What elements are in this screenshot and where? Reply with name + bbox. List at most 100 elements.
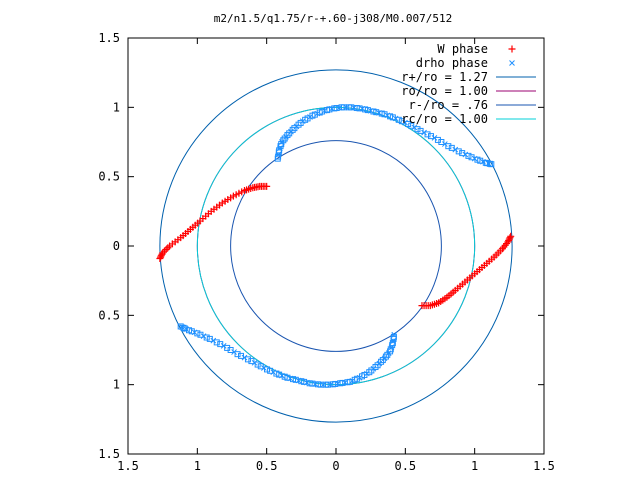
point-drho-phase xyxy=(186,327,193,334)
point-drho-phase xyxy=(289,126,296,133)
point-drho-phase xyxy=(238,352,245,359)
point-drho-phase xyxy=(217,341,224,348)
point-drho-phase xyxy=(251,359,258,366)
legend-sample-w-phase xyxy=(508,45,516,53)
legend-label-rc: rc/ro = 1.00 xyxy=(401,112,488,126)
circle-2 xyxy=(230,140,442,352)
legend-label-drho-phase: drho phase xyxy=(416,56,488,70)
point-drho-phase xyxy=(421,129,427,136)
y-tick-label: 1.5 xyxy=(98,31,120,45)
point-drho-phase xyxy=(384,351,391,358)
x-tick-label: 1.5 xyxy=(533,459,555,473)
point-drho-phase xyxy=(477,157,484,164)
point-drho-phase xyxy=(203,334,210,341)
y-tick-label: 0.5 xyxy=(98,170,120,184)
point-drho-phase xyxy=(398,118,405,125)
point-drho-phase xyxy=(438,139,445,145)
point-w-phase xyxy=(263,182,271,190)
circle-3 xyxy=(196,106,476,386)
legend-label-r-plus: r+/ro = 1.27 xyxy=(401,70,488,84)
y-axis-ticks: 1.5 1 0.5 0 0.5 1 1.5 xyxy=(98,31,544,461)
point-drho-phase xyxy=(291,125,298,132)
x-tick-label: 1 xyxy=(471,459,478,473)
x-tick-label: 1.5 xyxy=(117,459,139,473)
circle-0 xyxy=(159,69,513,423)
point-drho-phase xyxy=(281,373,288,380)
y-tick-label: 1.5 xyxy=(98,447,120,461)
point-drho-phase xyxy=(197,331,204,338)
point-drho-phase xyxy=(194,330,201,337)
point-drho-phase xyxy=(459,150,466,157)
y-tick-label: 0 xyxy=(113,239,120,253)
point-w-phase xyxy=(506,234,514,242)
point-drho-phase xyxy=(445,143,452,150)
point-drho-phase xyxy=(385,350,392,356)
point-drho-phase xyxy=(381,111,388,118)
point-drho-phase xyxy=(248,358,255,365)
point-drho-phase xyxy=(452,146,459,153)
point-drho-phase xyxy=(210,337,217,344)
point-w-phase xyxy=(162,245,170,253)
point-drho-phase xyxy=(379,357,386,364)
point-drho-phase xyxy=(244,356,251,363)
chart-title: m2/n1.5/q1.75/r-+.60-j308/M0.007/512 xyxy=(214,12,452,25)
point-drho-phase xyxy=(448,144,455,151)
point-drho-phase xyxy=(284,132,291,139)
point-drho-phase xyxy=(254,361,261,368)
point-drho-phase xyxy=(462,151,469,158)
point-drho-phase xyxy=(414,126,421,133)
point-drho-phase xyxy=(273,370,280,377)
point-drho-phase xyxy=(231,349,237,355)
point-drho-phase xyxy=(381,355,388,362)
point-drho-phase xyxy=(241,354,248,361)
y-tick-label: 1 xyxy=(113,100,120,114)
legend-samples xyxy=(496,45,536,120)
y-tick-label: 1 xyxy=(113,378,120,392)
point-drho-phase xyxy=(431,134,438,141)
point-drho-phase xyxy=(424,131,431,138)
legend-label-ro: ro/ro = 1.00 xyxy=(401,84,488,98)
x-tick-label: 1 xyxy=(194,459,201,473)
legend-sample-drho-phase xyxy=(509,60,515,66)
point-drho-phase xyxy=(297,119,304,126)
points-layer xyxy=(156,104,515,388)
circle-1 xyxy=(196,106,476,386)
point-drho-phase xyxy=(378,358,385,365)
point-drho-phase xyxy=(395,116,402,123)
point-drho-phase xyxy=(283,133,289,140)
point-drho-phase xyxy=(279,139,285,145)
point-drho-phase xyxy=(177,323,184,330)
point-drho-phase xyxy=(427,133,434,140)
point-drho-phase xyxy=(389,114,396,121)
point-drho-phase xyxy=(405,120,412,127)
series-1 xyxy=(177,104,495,388)
series-0 xyxy=(156,182,515,310)
point-drho-phase xyxy=(267,367,274,374)
point-drho-phase xyxy=(468,154,475,161)
point-drho-phase xyxy=(270,369,277,376)
point-drho-phase xyxy=(372,363,379,370)
point-w-phase xyxy=(507,232,515,240)
point-drho-phase xyxy=(264,366,271,373)
point-drho-phase xyxy=(411,124,418,131)
point-drho-phase xyxy=(261,365,267,371)
point-drho-phase xyxy=(455,148,462,155)
point-drho-phase xyxy=(213,339,220,346)
x-tick-label: 0 xyxy=(332,459,339,473)
point-drho-phase xyxy=(441,141,448,147)
point-drho-phase xyxy=(280,137,287,144)
point-drho-phase xyxy=(392,115,399,122)
legend: W phase drho phase r+/ro = 1.27 ro/ro = … xyxy=(401,42,536,126)
point-drho-phase xyxy=(220,342,227,349)
legend-label-w-phase: W phase xyxy=(437,42,488,56)
point-drho-phase xyxy=(408,122,415,129)
point-drho-phase xyxy=(288,128,294,135)
y-tick-label: 0.5 xyxy=(98,308,120,322)
point-drho-phase xyxy=(224,344,231,351)
point-drho-phase xyxy=(234,351,241,358)
point-drho-phase xyxy=(465,152,472,159)
point-w-phase xyxy=(159,249,167,257)
point-drho-phase xyxy=(206,335,213,342)
point-drho-phase xyxy=(286,130,293,137)
